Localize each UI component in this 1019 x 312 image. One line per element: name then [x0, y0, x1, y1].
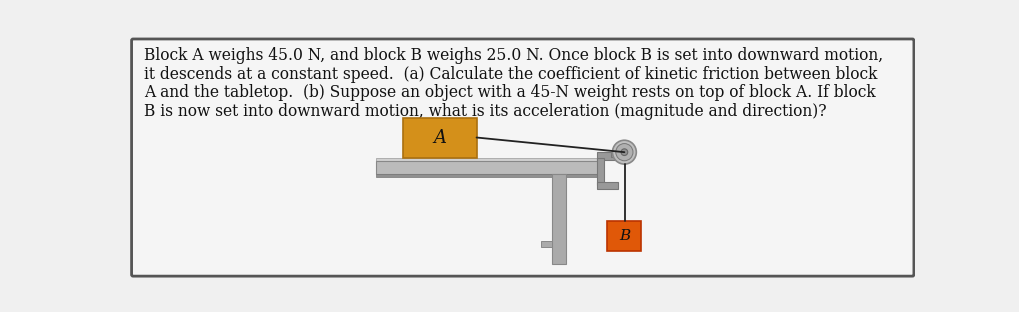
Text: A: A: [433, 129, 446, 147]
Circle shape: [621, 149, 627, 155]
Circle shape: [615, 144, 633, 161]
Bar: [541, 241, 551, 247]
Bar: [376, 158, 599, 161]
Bar: [403, 118, 476, 158]
Circle shape: [611, 140, 636, 164]
Bar: [596, 152, 618, 160]
Text: A and the tabletop.  (b) Suppose an object with a 45-N weight rests on top of bl: A and the tabletop. (b) Suppose an objec…: [144, 85, 874, 101]
Text: B: B: [619, 229, 630, 243]
Bar: [596, 182, 618, 189]
Bar: [376, 161, 599, 174]
Bar: [596, 158, 604, 185]
Text: B is now set into downward motion, what is its acceleration (magnitude and direc: B is now set into downward motion, what …: [144, 103, 825, 120]
Text: it descends at a constant speed.  (a) Calculate the coefficient of kinetic frict: it descends at a constant speed. (a) Cal…: [144, 66, 876, 83]
Bar: [610, 152, 627, 157]
FancyBboxPatch shape: [131, 39, 913, 276]
Bar: [551, 174, 566, 264]
Bar: [376, 174, 599, 177]
Text: Block A weighs 45.0 N, and block B weighs 25.0 N. Once block B is set into downw: Block A weighs 45.0 N, and block B weigh…: [144, 47, 882, 64]
Bar: [607, 222, 641, 251]
